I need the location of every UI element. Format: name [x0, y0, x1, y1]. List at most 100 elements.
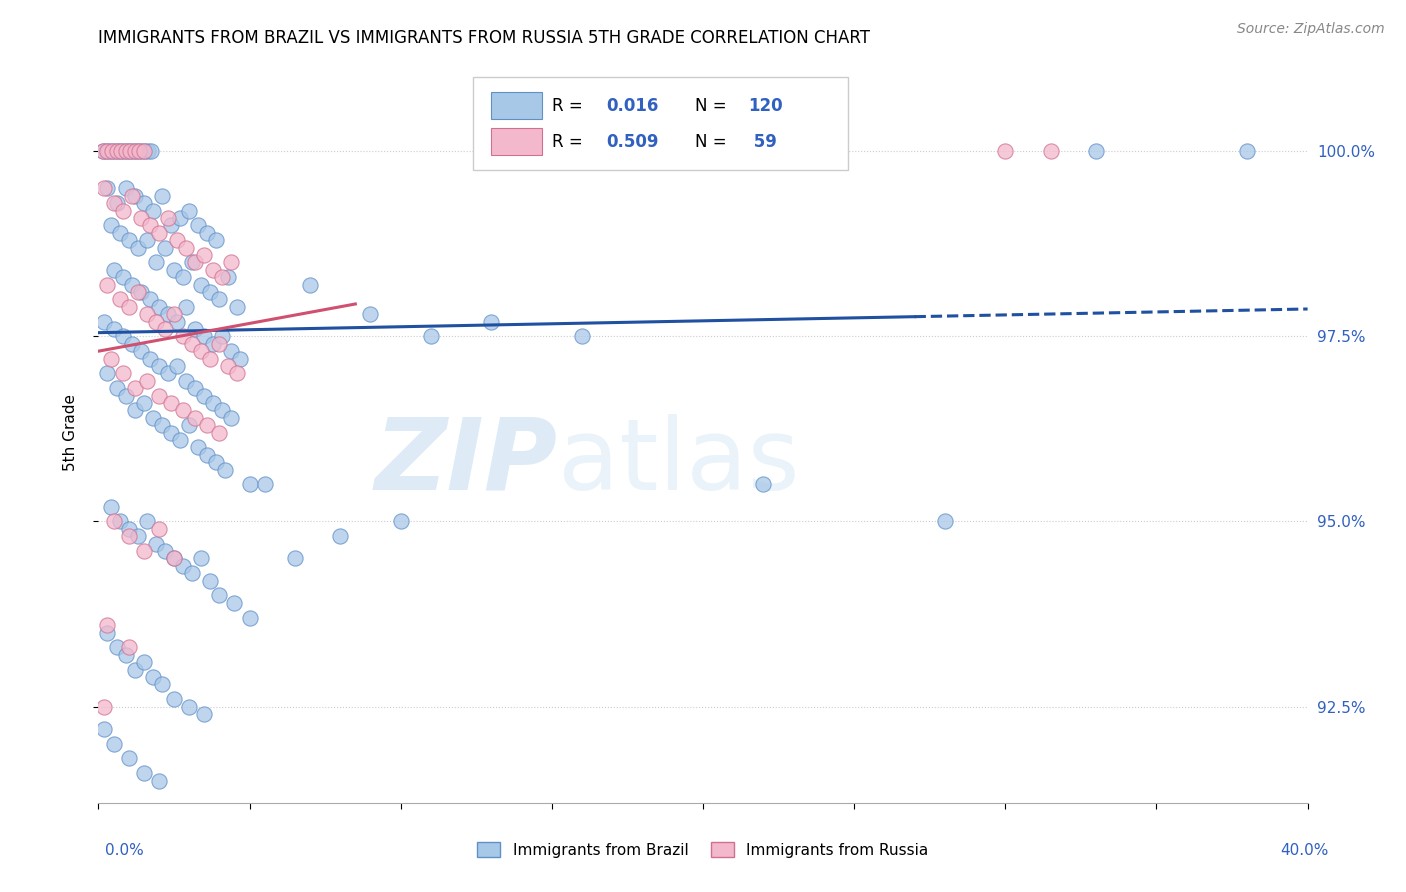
Text: N =: N =	[695, 97, 725, 115]
Text: ZIP: ZIP	[375, 414, 558, 511]
Point	[135, 515, 157, 529]
Point	[132, 196, 155, 211]
Point	[169, 211, 191, 225]
Text: 0.509: 0.509	[606, 133, 659, 151]
Point	[184, 255, 207, 269]
Point	[181, 255, 204, 269]
Point	[217, 359, 239, 373]
Point	[934, 515, 956, 529]
Point	[184, 410, 207, 425]
Point	[190, 344, 212, 359]
Point	[118, 529, 141, 543]
Point	[121, 336, 143, 351]
Point	[217, 270, 239, 285]
Point	[118, 640, 141, 655]
Point	[148, 300, 170, 314]
Legend: Immigrants from Brazil, Immigrants from Russia: Immigrants from Brazil, Immigrants from …	[470, 835, 936, 865]
Point	[145, 536, 167, 550]
Point	[200, 285, 222, 299]
Point	[190, 277, 212, 292]
Point	[226, 300, 249, 314]
Point	[221, 344, 243, 359]
Point	[211, 270, 233, 285]
Point	[360, 307, 382, 321]
Point	[100, 219, 122, 233]
Point	[98, 145, 121, 159]
Point	[145, 315, 167, 329]
Text: Source: ZipAtlas.com: Source: ZipAtlas.com	[1237, 22, 1385, 37]
Point	[163, 307, 186, 321]
Point	[111, 329, 134, 343]
Point	[134, 145, 156, 159]
Point	[128, 145, 150, 159]
Point	[120, 145, 142, 159]
Point	[153, 544, 176, 558]
Point	[124, 403, 146, 417]
Point	[108, 226, 131, 240]
Point	[253, 477, 276, 491]
Point	[156, 211, 179, 225]
Point	[226, 367, 249, 381]
Point	[136, 145, 159, 159]
Point	[211, 329, 233, 343]
Text: atlas: atlas	[558, 414, 800, 511]
Point	[329, 529, 352, 543]
Point	[115, 145, 138, 159]
Point	[129, 211, 152, 225]
Point	[208, 336, 231, 351]
Point	[111, 203, 134, 218]
Point	[132, 145, 155, 159]
Point	[150, 418, 173, 433]
Text: 0.0%: 0.0%	[105, 843, 145, 858]
Point	[156, 307, 179, 321]
Point	[118, 751, 141, 765]
Point	[184, 381, 207, 395]
Point	[124, 381, 146, 395]
Text: IMMIGRANTS FROM BRAZIL VS IMMIGRANTS FROM RUSSIA 5TH GRADE CORRELATION CHART: IMMIGRANTS FROM BRAZIL VS IMMIGRANTS FRO…	[98, 29, 870, 47]
Point	[994, 145, 1017, 159]
Point	[108, 515, 131, 529]
Point	[190, 551, 212, 566]
Point	[105, 381, 128, 395]
Point	[135, 307, 157, 321]
Point	[174, 241, 197, 255]
Point	[121, 277, 143, 292]
Point	[121, 188, 143, 202]
Point	[193, 248, 215, 262]
Point	[205, 233, 228, 247]
Point	[100, 500, 122, 514]
Point	[103, 196, 125, 211]
Point	[111, 367, 134, 381]
Point	[181, 336, 204, 351]
FancyBboxPatch shape	[474, 78, 848, 169]
Point	[96, 145, 118, 159]
Point	[752, 477, 775, 491]
Point	[118, 300, 141, 314]
Point	[94, 145, 117, 159]
Point	[193, 706, 215, 721]
Point	[160, 396, 183, 410]
Point	[148, 389, 170, 403]
Point	[118, 522, 141, 536]
Point	[169, 433, 191, 447]
Text: N =: N =	[695, 133, 725, 151]
Point	[202, 396, 225, 410]
FancyBboxPatch shape	[492, 92, 543, 120]
Text: R =: R =	[551, 97, 582, 115]
Point	[420, 329, 443, 343]
Point	[179, 418, 201, 433]
Point	[205, 455, 228, 469]
FancyBboxPatch shape	[492, 128, 543, 155]
Point	[145, 255, 167, 269]
Point	[114, 145, 136, 159]
Point	[150, 188, 173, 202]
Point	[105, 640, 128, 655]
Point	[174, 300, 197, 314]
Point	[124, 145, 146, 159]
Point	[93, 722, 115, 736]
Point	[101, 145, 124, 159]
Point	[114, 648, 136, 662]
Point	[150, 677, 173, 691]
Point	[111, 270, 134, 285]
Point	[91, 145, 114, 159]
